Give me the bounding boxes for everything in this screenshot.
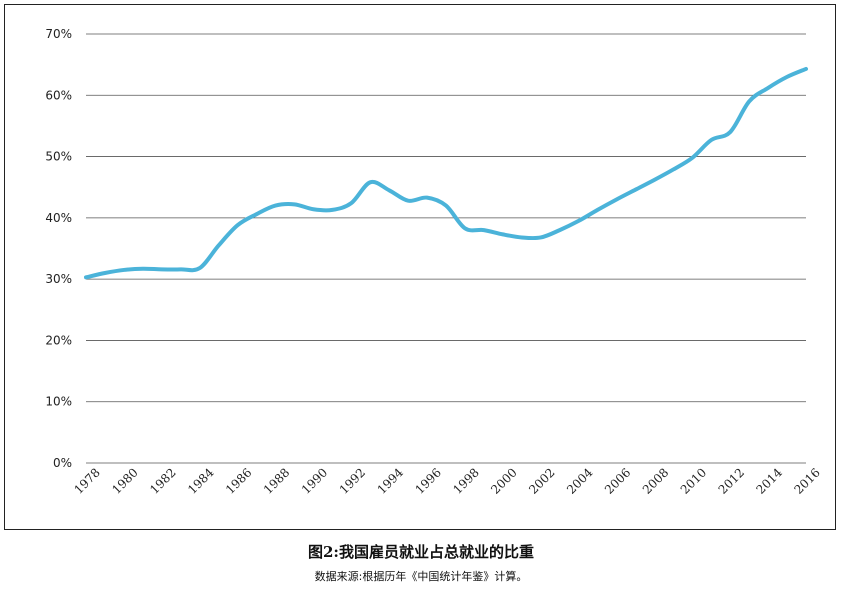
y-tick-label: 60% <box>45 88 72 102</box>
x-tick-label: 2008 <box>640 465 671 496</box>
y-tick-label: 50% <box>45 150 72 164</box>
chart-frame: 0% 10% 20% 30% 40% 50% 60% 70% 1978 1980 1982 1984… <box>4 4 836 530</box>
x-tick-label: 1988 <box>261 465 292 496</box>
y-tick-label: 40% <box>45 211 72 225</box>
data-point-1989 <box>292 202 296 206</box>
data-point-2016 <box>804 67 808 71</box>
data-point-2013 <box>747 99 751 103</box>
x-tick-group: 2012 <box>716 465 747 496</box>
x-tick-group: 1988 <box>261 465 292 496</box>
data-point-1997 <box>444 204 448 208</box>
x-tick-label: 1996 <box>412 465 443 496</box>
data-point-2009 <box>671 167 675 171</box>
x-tick-group: 2006 <box>602 465 633 496</box>
x-tick-label: 1990 <box>299 465 330 496</box>
data-point-2001 <box>520 235 524 239</box>
data-point-2003 <box>558 228 562 232</box>
x-tick-group: 1980 <box>109 465 140 496</box>
y-axis-ticks: 0% 10% 20% 30% 40% 50% 60% 70% <box>45 27 72 470</box>
x-tick-label: 2000 <box>488 465 519 496</box>
data-point-1984 <box>198 266 202 270</box>
x-tick-label: 1992 <box>337 465 368 496</box>
data-point-1995 <box>406 199 410 203</box>
x-tick-label: 1980 <box>109 465 140 496</box>
data-point-2004 <box>577 219 581 223</box>
data-point-2005 <box>596 208 600 212</box>
x-tick-group: 2010 <box>678 465 709 496</box>
data-point-2014 <box>766 86 770 90</box>
data-point-1986 <box>236 223 240 227</box>
data-point-1981 <box>141 267 145 271</box>
data-point-1978 <box>84 275 88 279</box>
x-tick-label: 2016 <box>791 465 822 496</box>
x-tick-group: 2000 <box>488 465 519 496</box>
data-point-2008 <box>652 178 656 182</box>
data-point-1983 <box>179 267 183 271</box>
x-tick-label: 1994 <box>375 465 407 497</box>
y-tick-label: 0% <box>53 456 72 470</box>
data-point-2000 <box>501 232 505 236</box>
x-tick-group: 1978 <box>71 465 102 496</box>
x-tick-group: 1992 <box>337 465 368 496</box>
x-tick-label: 2006 <box>602 465 633 496</box>
data-point-1994 <box>387 188 391 192</box>
data-point-2002 <box>539 235 543 239</box>
data-point-1991 <box>330 208 334 212</box>
x-tick-group: 1982 <box>147 465 178 496</box>
x-tick-group: 1994 <box>375 465 407 497</box>
x-tick-label: 1984 <box>185 465 217 497</box>
data-point-1990 <box>311 207 315 211</box>
data-point-1985 <box>217 243 221 247</box>
x-tick-label: 1986 <box>223 465 254 496</box>
data-point-1980 <box>122 268 126 272</box>
x-tick-group: 2002 <box>526 465 557 496</box>
x-tick-label: 2014 <box>754 465 786 497</box>
data-point-2011 <box>709 138 713 142</box>
data-point-1996 <box>425 196 429 200</box>
data-point-1992 <box>349 201 353 205</box>
y-tick-label: 20% <box>45 333 72 347</box>
x-tick-label: 2004 <box>564 465 596 497</box>
data-point-2010 <box>690 156 694 160</box>
data-point-2012 <box>728 130 732 134</box>
x-tick-group: 1990 <box>299 465 330 496</box>
data-point-1982 <box>160 267 164 271</box>
data-point-1979 <box>103 271 107 275</box>
x-tick-group: 1986 <box>223 465 254 496</box>
figure-title: 图2:我国雇员就业占总就业的比重 <box>308 543 534 561</box>
data-point-2006 <box>615 197 619 201</box>
x-tick-group: 2008 <box>640 465 671 496</box>
data-point-1998 <box>463 226 467 230</box>
series-layer <box>84 66 808 280</box>
gridlines <box>86 33 806 464</box>
x-tick-label: 2010 <box>678 465 709 496</box>
data-point-1988 <box>273 204 277 208</box>
data-point-2015 <box>785 75 789 79</box>
x-tick-group: 1984 <box>185 465 217 497</box>
y-tick-label: 70% <box>45 27 72 41</box>
x-tick-label: 2002 <box>526 465 557 496</box>
x-axis-ticks: 1978 1980 1982 1984 1986 1988 1990 1992 1994 1996… <box>71 465 822 497</box>
x-tick-label: 1982 <box>147 465 178 496</box>
x-tick-group: 1998 <box>450 465 481 496</box>
x-tick-group: 1996 <box>412 465 443 496</box>
x-tick-label: 1978 <box>71 465 102 496</box>
y-tick-label: 30% <box>45 272 72 286</box>
data-point-2007 <box>633 188 637 192</box>
data-point-1993 <box>368 180 372 184</box>
y-tick-label: 10% <box>45 395 72 409</box>
x-tick-label: 2012 <box>716 465 747 496</box>
line-chart: 0% 10% 20% 30% 40% 50% 60% 70% 1978 1980 1982 1984… <box>45 27 823 497</box>
data-point-1987 <box>255 212 259 216</box>
x-tick-group: 2004 <box>564 465 596 497</box>
data-point-1999 <box>482 228 486 232</box>
x-tick-group: 2014 <box>754 465 786 497</box>
x-tick-group: 2016 <box>791 465 822 496</box>
x-tick-label: 1998 <box>450 465 481 496</box>
series-line-0 <box>84 66 808 280</box>
figure-source-note: 数据来源:根据历年《中国统计年鉴》计算。 <box>314 570 528 583</box>
